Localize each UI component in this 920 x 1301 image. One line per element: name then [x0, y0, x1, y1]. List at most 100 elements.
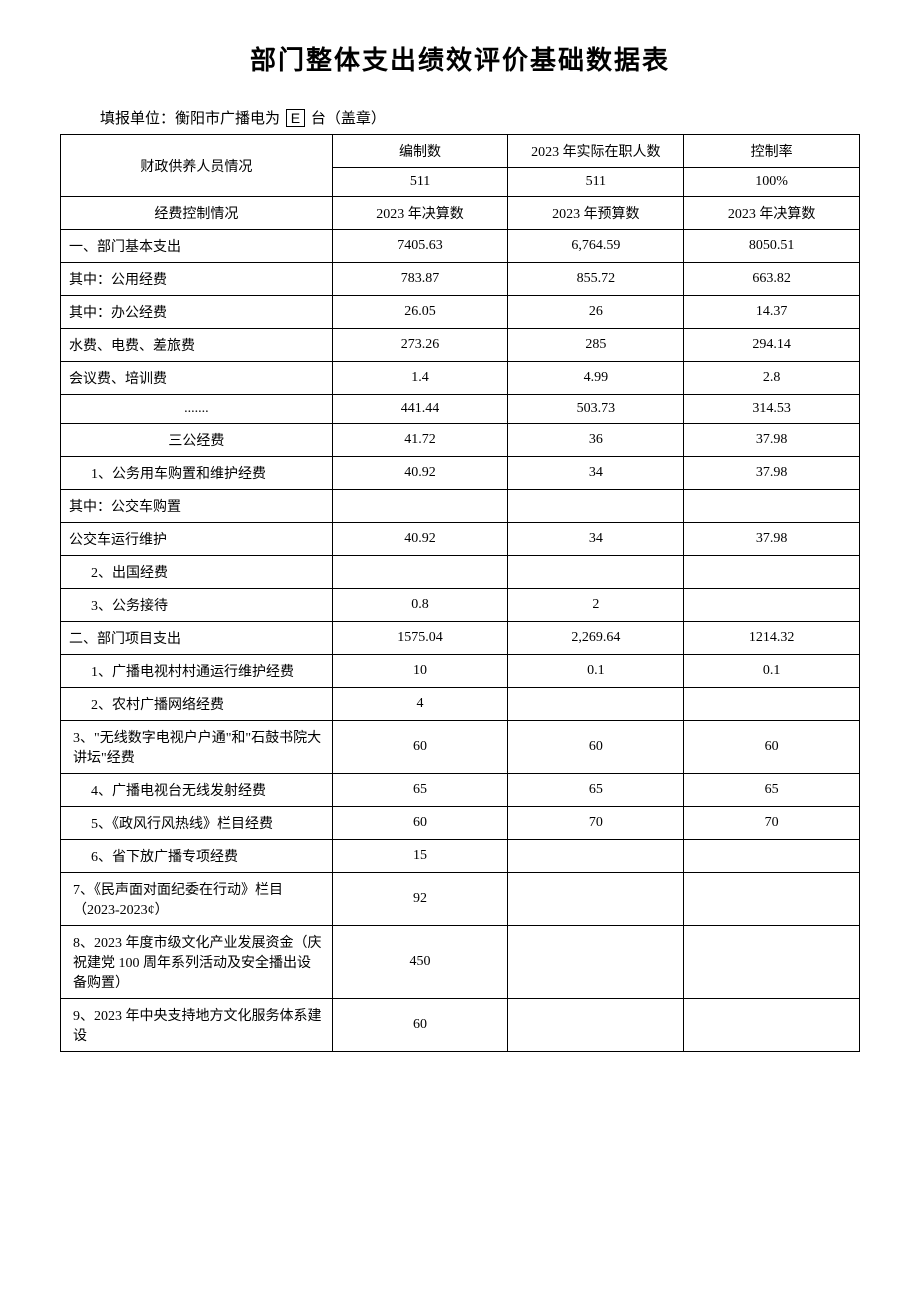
- row-value: 65: [332, 774, 508, 807]
- row-value: 1214.32: [684, 622, 860, 655]
- row-value: 441.44: [332, 395, 508, 424]
- row-label: 2、出国经费: [61, 556, 333, 589]
- header-col-juesuan1: 2023 年决算数: [332, 197, 508, 230]
- table-row: 公交车运行维护40.923437.98: [61, 523, 860, 556]
- table-row: 5、《政风行风热线》栏目经费607070: [61, 807, 860, 840]
- row-value: 2.8: [684, 362, 860, 395]
- row-value: 783.87: [332, 263, 508, 296]
- row-value: 92: [332, 873, 508, 926]
- table-row: 1、广播电视村村通运行维护经费100.10.1: [61, 655, 860, 688]
- row-value: 8050.51: [684, 230, 860, 263]
- row-value: [684, 926, 860, 999]
- report-unit-line: 填报单位：衡阳市广播电为 E 台（盖章）: [100, 107, 860, 128]
- row-value: 0.1: [684, 655, 860, 688]
- row-value: 450: [332, 926, 508, 999]
- row-value: [684, 589, 860, 622]
- data-table: 财政供养人员情况 编制数 2023 年实际在职人数 控制率 511 511 10…: [60, 134, 860, 1052]
- table-row: 其中：公交车购置: [61, 490, 860, 523]
- table-row: 其中：公用经费783.87855.72663.82: [61, 263, 860, 296]
- row-value: [508, 556, 684, 589]
- row-label: 二、部门项目支出: [61, 622, 333, 655]
- row-label: 会议费、培训费: [61, 362, 333, 395]
- row-value: 294.14: [684, 329, 860, 362]
- row-label: 1、公务用车购置和维护经费: [61, 457, 333, 490]
- header-row-3: 经费控制情况 2023 年决算数 2023 年预算数 2023 年决算数: [61, 197, 860, 230]
- row-value: 2,269.64: [508, 622, 684, 655]
- row-label: 其中：办公经费: [61, 296, 333, 329]
- value-bianzhi: 511: [332, 168, 508, 197]
- header-funds-label: 经费控制情况: [61, 197, 333, 230]
- row-value: 663.82: [684, 263, 860, 296]
- row-label: 7、《民声面对面纪委在行动》栏目（2023-2023¢）: [61, 873, 333, 926]
- row-label: 8、2023 年度市级文化产业发展资金（庆祝建党 100 周年系列活动及安全播出…: [61, 926, 333, 999]
- page-title: 部门整体支出绩效评价基础数据表: [60, 40, 860, 77]
- subtitle-prefix: 填报单位：衡阳市广播电为: [100, 111, 280, 127]
- row-value: [332, 490, 508, 523]
- row-value: [508, 999, 684, 1052]
- row-value: 37.98: [684, 457, 860, 490]
- value-actual: 511: [508, 168, 684, 197]
- table-row: 2、出国经费: [61, 556, 860, 589]
- table-row: 6、省下放广播专项经费15: [61, 840, 860, 873]
- row-label: 其中：公交车购置: [61, 490, 333, 523]
- table-row: 7、《民声面对面纪委在行动》栏目（2023-2023¢）92: [61, 873, 860, 926]
- table-row: 一、部门基本支出7405.636,764.598050.51: [61, 230, 860, 263]
- row-value: 0.8: [332, 589, 508, 622]
- row-value: [684, 873, 860, 926]
- row-value: 2: [508, 589, 684, 622]
- row-value: 34: [508, 457, 684, 490]
- row-value: [684, 490, 860, 523]
- table-row: 二、部门项目支出1575.042,269.641214.32: [61, 622, 860, 655]
- row-label: .......: [61, 395, 333, 424]
- row-value: [684, 999, 860, 1052]
- row-value: 70: [684, 807, 860, 840]
- row-value: 60: [332, 807, 508, 840]
- table-row: 4、广播电视台无线发射经费656565: [61, 774, 860, 807]
- header-col-actual: 2023 年实际在职人数: [508, 135, 684, 168]
- subtitle-e-box: E: [286, 109, 305, 127]
- table-row: 三公经费41.723637.98: [61, 424, 860, 457]
- row-value: 60: [508, 721, 684, 774]
- row-label: 3、"无线数字电视户户通"和"石鼓书院大讲坛"经费: [61, 721, 333, 774]
- row-value: 15: [332, 840, 508, 873]
- row-value: [684, 840, 860, 873]
- row-value: 7405.63: [332, 230, 508, 263]
- row-value: 1575.04: [332, 622, 508, 655]
- row-value: 14.37: [684, 296, 860, 329]
- row-label: 1、广播电视村村通运行维护经费: [61, 655, 333, 688]
- row-value: 285: [508, 329, 684, 362]
- row-value: [684, 688, 860, 721]
- row-value: 37.98: [684, 523, 860, 556]
- row-label: 3、公务接待: [61, 589, 333, 622]
- row-label: 水费、电费、差旅费: [61, 329, 333, 362]
- table-row: 1、公务用车购置和维护经费40.923437.98: [61, 457, 860, 490]
- row-label: 9、2023 年中央支持地方文化服务体系建设: [61, 999, 333, 1052]
- header-col-juesuan2: 2023 年决算数: [684, 197, 860, 230]
- row-value: [508, 490, 684, 523]
- row-value: 60: [332, 999, 508, 1052]
- table-row: 3、公务接待0.82: [61, 589, 860, 622]
- row-value: 10: [332, 655, 508, 688]
- table-row: 水费、电费、差旅费273.26285294.14: [61, 329, 860, 362]
- row-value: 41.72: [332, 424, 508, 457]
- row-value: 6,764.59: [508, 230, 684, 263]
- header-personnel-label: 财政供养人员情况: [61, 135, 333, 197]
- row-value: [684, 556, 860, 589]
- row-value: 60: [684, 721, 860, 774]
- row-value: 4.99: [508, 362, 684, 395]
- row-label: 6、省下放广播专项经费: [61, 840, 333, 873]
- row-value: 37.98: [684, 424, 860, 457]
- row-value: 26: [508, 296, 684, 329]
- row-value: 503.73: [508, 395, 684, 424]
- header-col-bianzhi: 编制数: [332, 135, 508, 168]
- row-value: 314.53: [684, 395, 860, 424]
- row-value: [332, 556, 508, 589]
- header-col-yusuan: 2023 年预算数: [508, 197, 684, 230]
- row-label: 5、《政风行风热线》栏目经费: [61, 807, 333, 840]
- row-value: 4: [332, 688, 508, 721]
- table-row: .......441.44503.73314.53: [61, 395, 860, 424]
- table-row: 会议费、培训费1.44.992.8: [61, 362, 860, 395]
- row-value: 60: [332, 721, 508, 774]
- row-label: 4、广播电视台无线发射经费: [61, 774, 333, 807]
- row-value: 70: [508, 807, 684, 840]
